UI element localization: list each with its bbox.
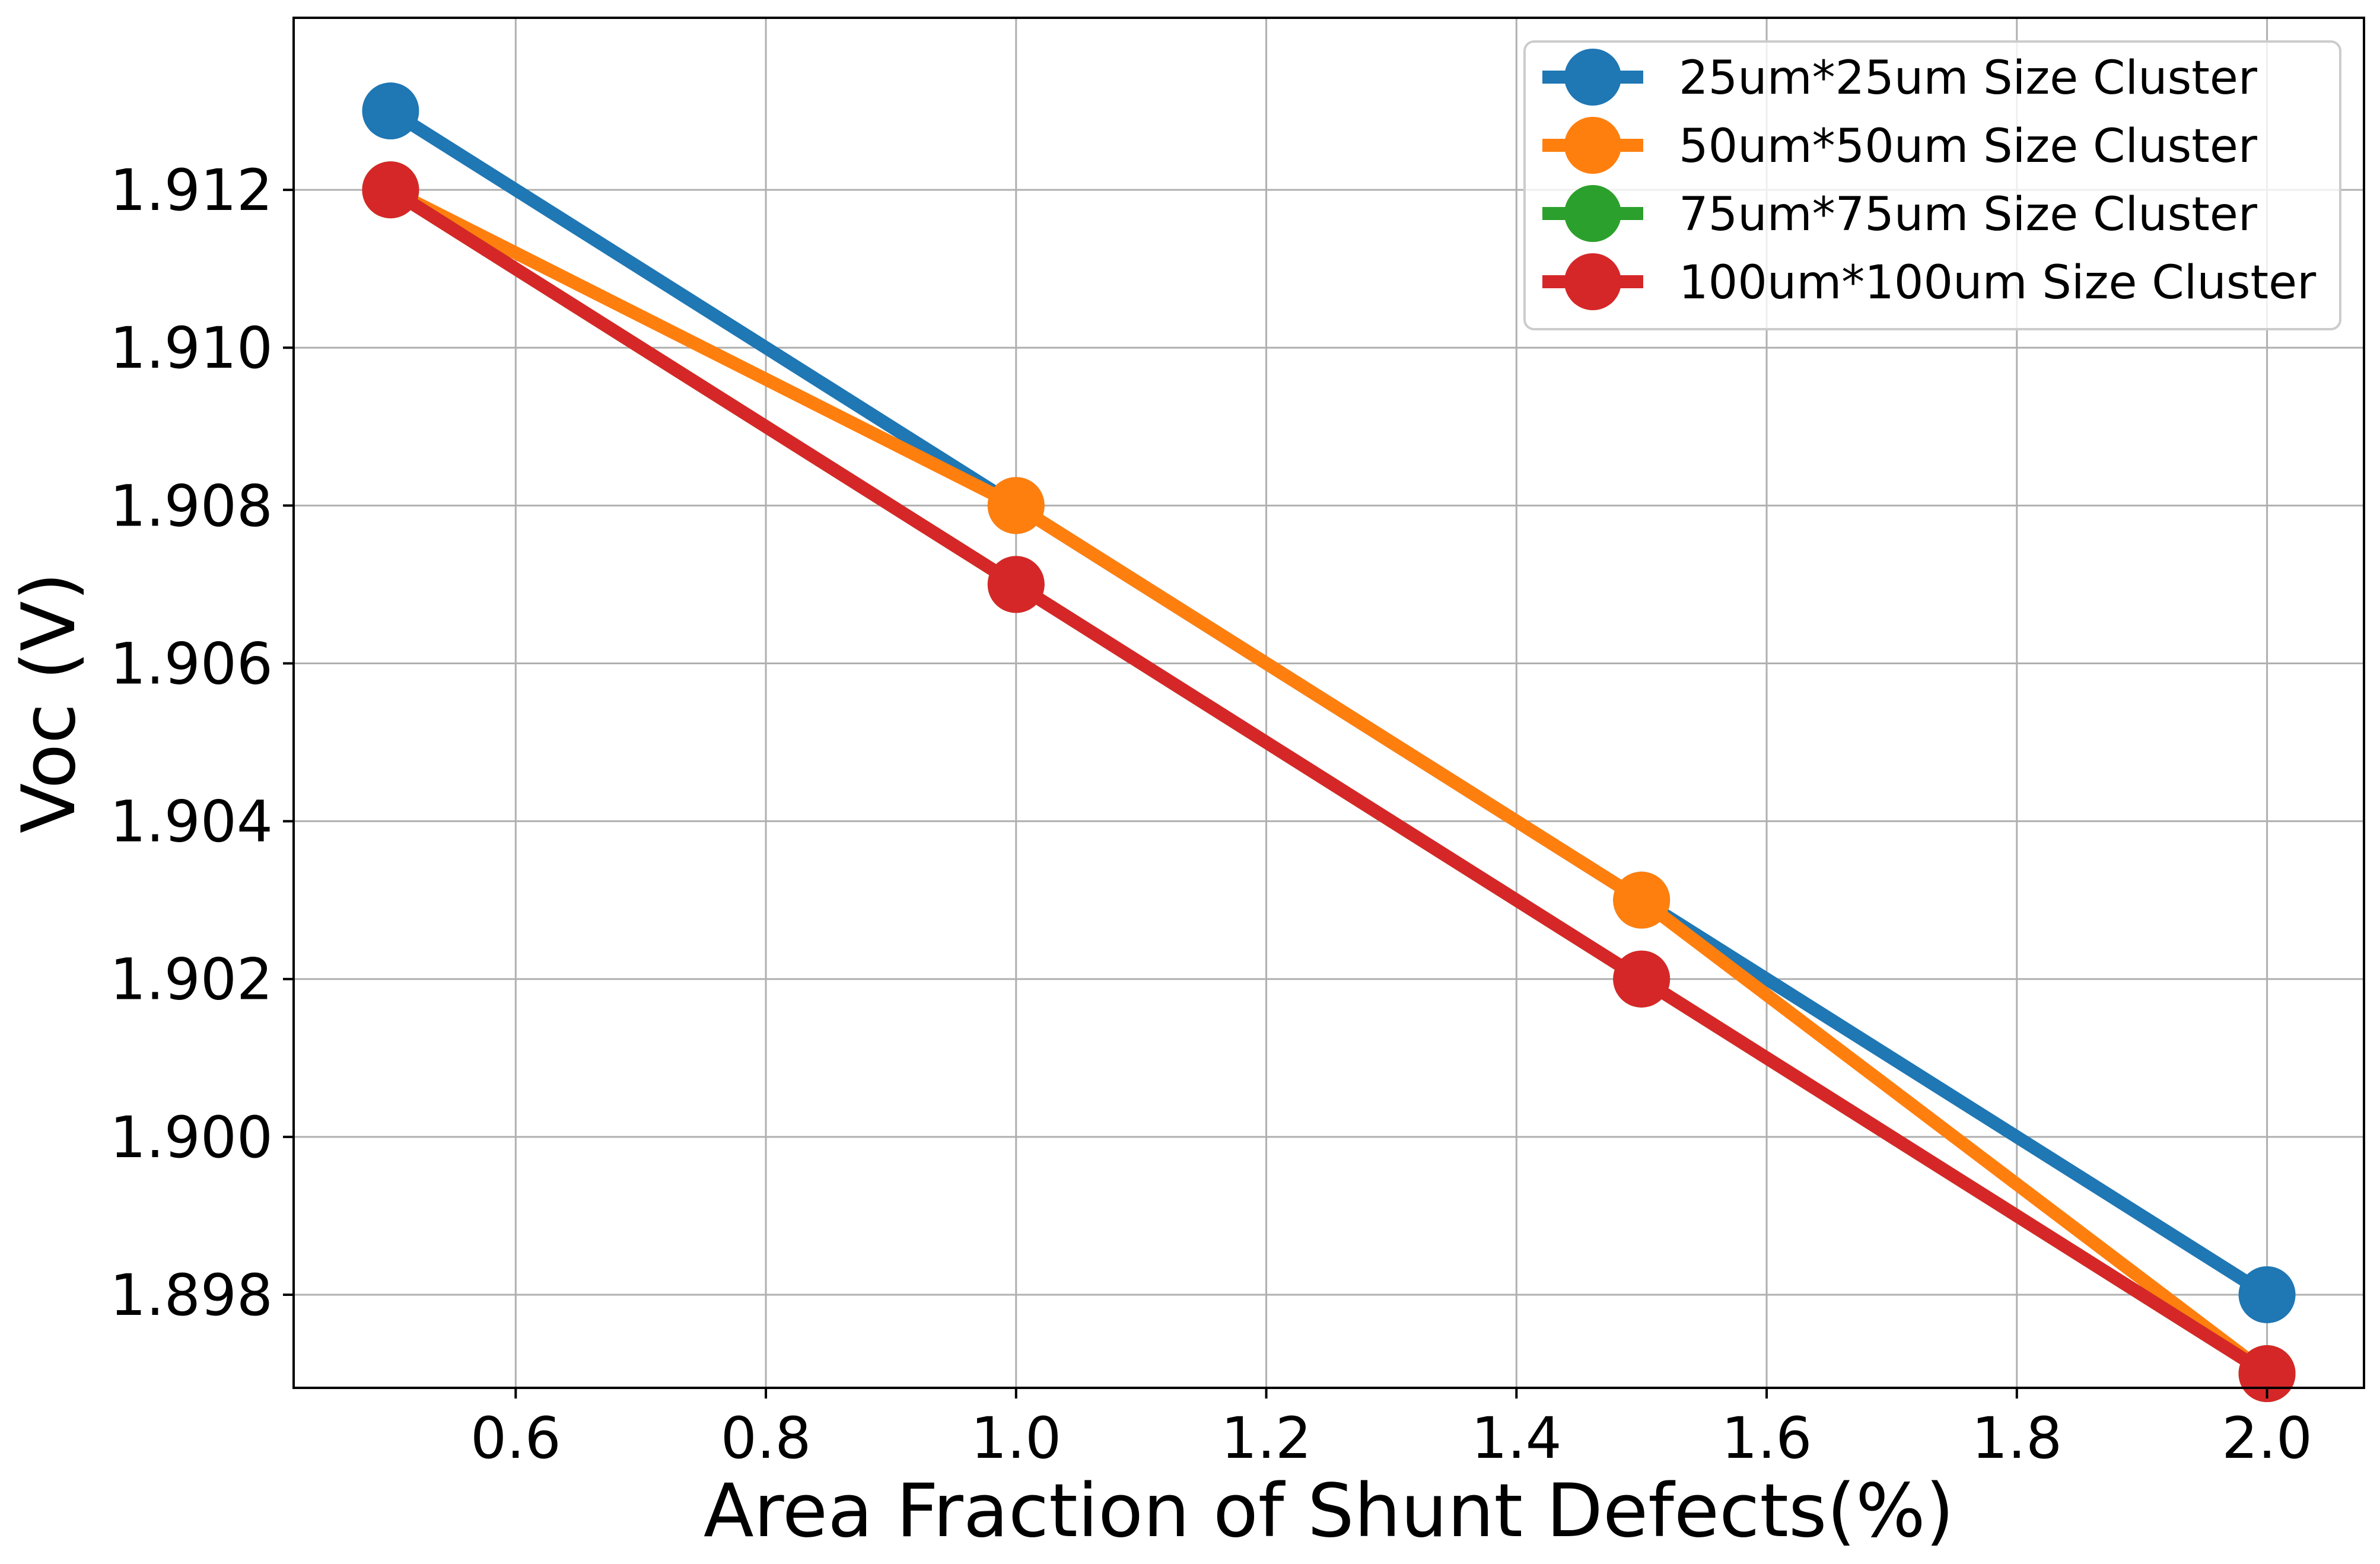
- x-tick-label: 1.0: [971, 1405, 1061, 1471]
- legend-label: 75um*75um Size Cluster: [1679, 188, 2258, 241]
- legend-label: 100um*100um Size Cluster: [1679, 256, 2317, 310]
- legend-label: 25um*25um Size Cluster: [1679, 52, 2258, 105]
- y-tick-label: 1.906: [110, 630, 273, 697]
- legend-item: 25um*25um Size Cluster: [1542, 49, 2258, 106]
- y-axis-label: Voc (V): [7, 572, 92, 833]
- data-point: [1613, 871, 1671, 929]
- legend-marker: [1564, 185, 1621, 242]
- y-tick-label: 1.902: [110, 947, 273, 1013]
- y-tick-label: 1.900: [110, 1104, 273, 1171]
- y-tick-label: 1.908: [110, 473, 273, 539]
- y-tick-label: 1.904: [110, 789, 273, 855]
- x-tick-label: 0.8: [721, 1405, 812, 1471]
- x-tick-label: 1.6: [1722, 1405, 1812, 1471]
- legend-label: 50um*50um Size Cluster: [1679, 120, 2258, 173]
- legend-marker: [1564, 253, 1621, 310]
- x-axis-label: Area Fraction of Shunt Defects(%): [704, 1469, 1954, 1554]
- y-tick-label: 1.910: [110, 315, 273, 381]
- legend-marker: [1564, 117, 1621, 174]
- legend-item: 75um*75um Size Cluster: [1542, 185, 2258, 242]
- series-4: [362, 161, 2296, 1403]
- x-tick-label: 1.4: [1471, 1405, 1562, 1471]
- plot-area-frame: [292, 17, 2365, 1389]
- legend: 25um*25um Size Cluster 50um*50um Size Clu…: [1523, 40, 2341, 330]
- x-tick-label: 1.2: [1221, 1405, 1312, 1471]
- x-tick-label: 0.6: [470, 1405, 561, 1471]
- x-tick-label: 1.8: [1971, 1405, 2062, 1471]
- data-point: [362, 161, 419, 219]
- y-tick-label: 1.912: [110, 157, 273, 224]
- series-line: [387, 184, 2271, 1379]
- legend-item: 100um*100um Size Cluster: [1542, 253, 2317, 310]
- axis-ticks: 0.6 0.8 1.0 1.2 1.4 1.6 1.8 2.0 1.898 1.900 1.902 1…: [110, 157, 2312, 1471]
- x-tick-label: 2.0: [2222, 1405, 2312, 1471]
- data-point: [1613, 950, 1671, 1008]
- series-line: [387, 184, 2271, 1380]
- legend-box: [1523, 40, 2341, 330]
- y-tick-label: 1.898: [110, 1262, 273, 1329]
- legend-item: 50um*50um Size Cluster: [1542, 117, 2258, 174]
- data-point: [987, 556, 1045, 613]
- data-point: [362, 82, 419, 140]
- data-point: [987, 477, 1045, 534]
- legend-marker: [1564, 49, 1621, 106]
- data-point: [2238, 1266, 2296, 1323]
